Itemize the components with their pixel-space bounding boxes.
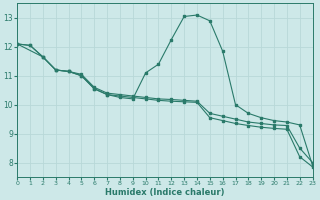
X-axis label: Humidex (Indice chaleur): Humidex (Indice chaleur) — [105, 188, 225, 197]
